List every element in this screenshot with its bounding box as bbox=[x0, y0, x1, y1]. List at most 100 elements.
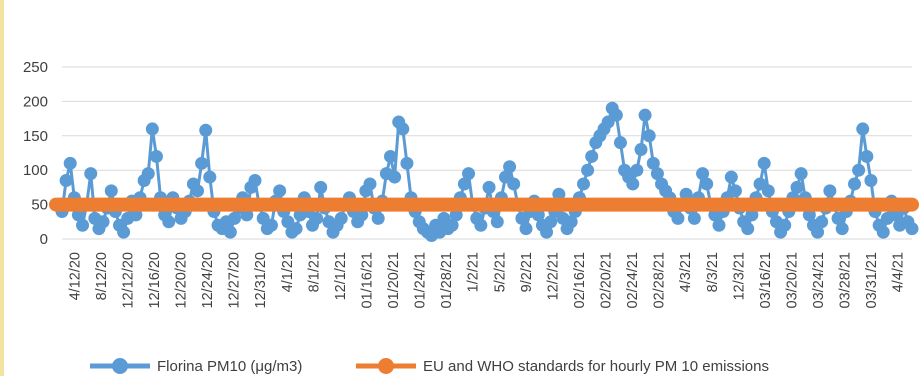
florina-point bbox=[712, 218, 726, 232]
x-tick-label: 03/20/21 bbox=[784, 252, 800, 308]
x-tick-label: 8/12/20 bbox=[94, 252, 110, 300]
florina-point bbox=[59, 174, 73, 188]
x-tick-label: 01/24/21 bbox=[413, 252, 429, 308]
florina-point bbox=[848, 177, 862, 191]
x-tick-label: 12/3/21 bbox=[731, 252, 747, 300]
florina-point bbox=[823, 184, 837, 198]
florina-point bbox=[613, 136, 627, 150]
florina-point bbox=[264, 218, 278, 232]
florina-point bbox=[634, 143, 648, 157]
x-tick-label: 01/20/21 bbox=[386, 252, 402, 308]
florina-point bbox=[638, 108, 652, 122]
x-tick-label: 03/28/21 bbox=[838, 252, 854, 308]
legend-marker-eu-who bbox=[378, 358, 394, 374]
florina-point bbox=[149, 149, 163, 163]
florina-point bbox=[519, 222, 533, 236]
florina-point bbox=[790, 180, 804, 194]
legend-label-florina: Florina PM10 (μg/m3) bbox=[157, 358, 302, 375]
x-tick-label: 02/20/21 bbox=[599, 252, 615, 308]
florina-point bbox=[227, 211, 241, 225]
florina-point bbox=[696, 167, 710, 181]
florina-point bbox=[273, 184, 287, 198]
x-tick-label: 03/31/21 bbox=[864, 252, 880, 308]
florina-point bbox=[203, 170, 217, 184]
florina-point bbox=[609, 108, 623, 122]
florina-point bbox=[240, 208, 254, 222]
x-tick-label: 02/28/21 bbox=[652, 252, 668, 308]
florina-point bbox=[145, 122, 159, 136]
x-tick-label: 12/20/20 bbox=[174, 252, 190, 308]
florina-point bbox=[671, 211, 685, 225]
florina-point bbox=[745, 208, 759, 222]
florina-point bbox=[162, 215, 176, 229]
florina-point bbox=[761, 184, 775, 198]
x-tick-label: 9/2/21 bbox=[519, 252, 535, 292]
florina-point bbox=[490, 215, 504, 229]
florina-point bbox=[400, 156, 414, 170]
x-tick-label: 01/28/21 bbox=[439, 252, 455, 308]
x-tick-label: 02/24/21 bbox=[625, 252, 641, 308]
florina-point bbox=[860, 149, 874, 163]
x-tick-label: 12/16/20 bbox=[147, 252, 163, 308]
florina-point bbox=[76, 218, 90, 232]
florina-point bbox=[104, 184, 118, 198]
x-axis-ticks: 4/12/20 8/12/20 12/12/20 12/16/20 12/20/20 12… bbox=[67, 252, 906, 308]
florina-point bbox=[363, 177, 377, 191]
florina-point bbox=[581, 163, 595, 177]
x-tick-label: 03/24/21 bbox=[811, 252, 827, 308]
florina-point bbox=[802, 208, 816, 222]
florina-point bbox=[856, 122, 870, 136]
florina-point bbox=[876, 225, 890, 239]
florina-point bbox=[835, 222, 849, 236]
florina-point bbox=[96, 215, 110, 229]
florina-point bbox=[507, 177, 521, 191]
florina-point bbox=[815, 215, 829, 229]
florina-point bbox=[544, 215, 558, 229]
florina-point bbox=[355, 208, 369, 222]
florina-point bbox=[462, 167, 476, 181]
y-tick-label: 50 bbox=[31, 197, 48, 214]
x-tick-label: 8/1/21 bbox=[306, 252, 322, 292]
florina-point bbox=[248, 174, 262, 188]
florina-point bbox=[630, 163, 644, 177]
florina-point bbox=[396, 122, 410, 136]
pm10-chart: 0 50 100 150 200 250 4/12/20 8/12/20 12/12/20 12… bbox=[23, 59, 919, 375]
x-tick-label: 8/3/21 bbox=[705, 252, 721, 292]
x-tick-label: 12/24/20 bbox=[200, 252, 216, 308]
x-tick-label: 4/4/21 bbox=[891, 252, 907, 292]
florina-point bbox=[141, 167, 155, 181]
florina-point bbox=[585, 149, 599, 163]
florina-point bbox=[482, 180, 496, 194]
florina-point bbox=[310, 211, 324, 225]
florina-point bbox=[811, 225, 825, 239]
x-tick-label: 4/3/21 bbox=[678, 252, 694, 292]
y-axis-ticks: 0 50 100 150 200 250 bbox=[23, 59, 48, 248]
florina-point bbox=[794, 167, 808, 181]
y-tick-label: 100 bbox=[23, 162, 48, 179]
florina-point bbox=[71, 208, 85, 222]
florina-point bbox=[642, 129, 656, 143]
florina-point bbox=[852, 163, 866, 177]
series-florina-pm10 bbox=[55, 101, 919, 243]
florina-point bbox=[195, 156, 209, 170]
florina-line bbox=[60, 106, 914, 238]
florina-point bbox=[84, 167, 98, 181]
florina-point bbox=[191, 184, 205, 198]
florina-point bbox=[63, 156, 77, 170]
x-tick-label: 02/16/21 bbox=[572, 252, 588, 308]
florina-point bbox=[540, 225, 554, 239]
florina-point bbox=[199, 123, 213, 137]
florina-point bbox=[679, 187, 693, 201]
florina-point bbox=[905, 222, 919, 236]
y-tick-label: 200 bbox=[23, 93, 48, 110]
florina-point bbox=[457, 177, 471, 191]
florina-point bbox=[687, 211, 701, 225]
florina-point bbox=[778, 218, 792, 232]
legend-marker-florina bbox=[112, 358, 128, 374]
florina-point bbox=[223, 225, 237, 239]
x-tick-label: 12/27/20 bbox=[227, 252, 243, 308]
florina-point bbox=[371, 211, 385, 225]
florina-point bbox=[531, 208, 545, 222]
florina-point bbox=[334, 211, 348, 225]
x-tick-label: 5/2/21 bbox=[492, 252, 508, 292]
